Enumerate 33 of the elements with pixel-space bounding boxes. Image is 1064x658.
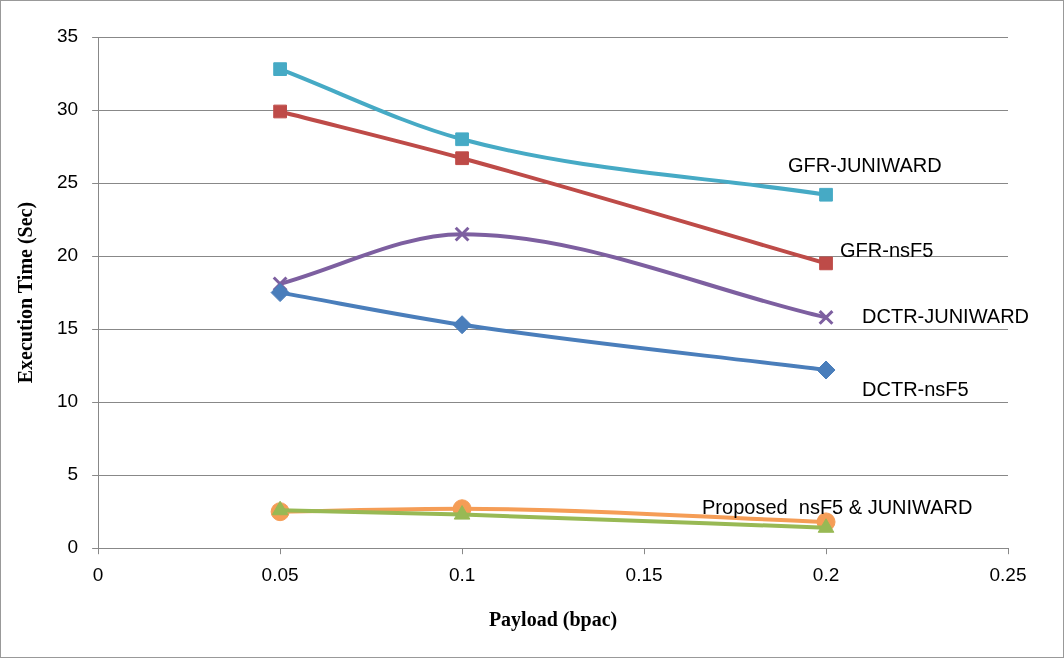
- x-axis-title: Payload (bpac): [488, 608, 618, 632]
- point: [452, 315, 472, 335]
- x-tick-label: 0.15: [625, 563, 663, 585]
- x-tick-label: 0.05: [261, 563, 299, 585]
- point: [455, 132, 469, 147]
- point: [455, 151, 469, 166]
- point: [272, 275, 288, 292]
- series-label: DCTR-nsF5: [862, 377, 969, 400]
- y-tick-label: 0: [67, 536, 79, 558]
- point: [273, 104, 287, 119]
- y-tick-label: 35: [56, 25, 79, 47]
- y-tick-label: 30: [56, 98, 79, 120]
- y-axis-title: Execution Time (Sec): [14, 201, 38, 384]
- y-tick-label: 20: [56, 244, 79, 266]
- x-tick-label: 0.1: [448, 563, 476, 585]
- point: [273, 62, 287, 76]
- series-label: GFR-nsF5: [840, 238, 934, 261]
- y-tick-label: 15: [56, 317, 79, 339]
- y-tick-label: 10: [56, 390, 79, 412]
- point: [454, 226, 470, 243]
- y-tick-label: 5: [67, 463, 79, 485]
- y-tick-label: 25: [56, 171, 79, 193]
- annotation: Proposed nsF5 & JUNIWARD: [702, 496, 973, 519]
- x-tick-label: 0: [92, 563, 104, 585]
- series-label: DCTR-JUNIWARD: [862, 304, 1030, 327]
- x-tick-label: 0.2: [812, 563, 840, 585]
- x-tick-label: 0.25: [989, 563, 1027, 585]
- point: [816, 360, 836, 380]
- series-label: GFR-JUNIWARD: [788, 154, 942, 177]
- point: [819, 256, 833, 271]
- point: [270, 283, 290, 303]
- point: [818, 309, 834, 326]
- point: [819, 187, 833, 202]
